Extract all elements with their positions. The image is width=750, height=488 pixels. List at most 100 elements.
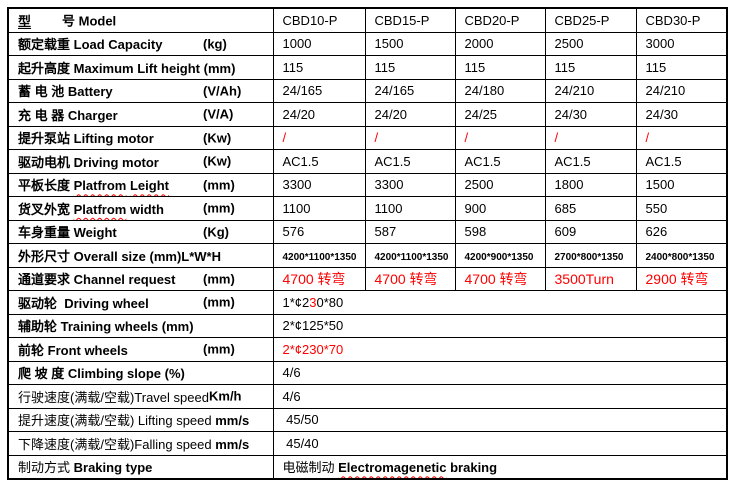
text-segment: 4700 转弯: [464, 270, 528, 287]
text-segment: Battery: [67, 84, 113, 100]
table-row-platform-width: 货叉外宽 Platfrom width (mm) 1100 1100 900 685 550: [7, 196, 728, 221]
row-label-overall-size: 外形尺寸 Overall size (mm)L*W*H: [7, 243, 274, 268]
cell-platform-length-CBD15-P: 3300: [364, 172, 456, 197]
cell-load-capacity-CBD30-P: 3000: [635, 31, 728, 56]
cell-channel-request-CBD20-P: 4700 转弯: [454, 266, 546, 291]
text-segment: Climbing slope (%): [67, 366, 185, 382]
table-row-max-lift-height: 起升高度 Maximum Lift height (mm) 115 115 115 11…: [7, 55, 728, 80]
text-segment: 车身重量: [18, 225, 74, 241]
text-segment: 1100: [374, 200, 403, 216]
text-segment: (kg): [203, 36, 227, 52]
cell-load-capacity-CBD15-P: 1500: [364, 31, 456, 56]
cell-climbing-slope-all-models: 4/6: [272, 360, 728, 385]
text-segment: 3300: [282, 177, 312, 193]
text-segment: (V/Ah): [203, 83, 242, 99]
text-segment: 行驶速度(满载/空载): [18, 389, 135, 405]
text-segment: 爬 坡 度: [18, 366, 68, 382]
text-segment: 115: [464, 59, 486, 75]
text-segment: Overall size (mm)L*W*H: [73, 248, 221, 264]
table-row-load-capacity: 额定载重 Load Capacity (kg) 1000 1500 2000 2500 30…: [7, 31, 728, 56]
cell-platform-width-CBD30-P: 550: [635, 196, 728, 221]
cell-channel-request-CBD30-P: 2900 转弯: [635, 266, 728, 291]
cell-lifting-speed-all-models: 45/50: [272, 407, 728, 432]
spec-table-body: 型 号 Model CBD10-P CBD15-P CBD20-P CBD25-P CBD3…: [7, 7, 728, 480]
text-segment: AC1.5: [282, 153, 319, 169]
text-segment: 额定载重: [18, 37, 74, 53]
text-segment: 587: [374, 224, 397, 240]
table-row-model: 型 号 Model CBD10-P CBD15-P CBD20-P CBD25-P CBD3…: [7, 7, 728, 33]
cell-overall-size-CBD25-P: 2700*800*1350: [544, 243, 637, 268]
text-segment: CBD15-P: [374, 12, 430, 28]
row-label-load-capacity: 额定载重 Load Capacity (kg): [7, 31, 274, 56]
text-segment: 前轮: [18, 342, 48, 358]
text-segment: Charger: [67, 107, 118, 123]
text-segment: 2000: [464, 36, 494, 52]
row-label-weight: 车身重量 Weight (Kg): [7, 219, 274, 244]
row-label-falling-speed: 下降速度(满载/空载)Falling speed mm/s: [7, 431, 274, 456]
cell-platform-length-CBD20-P: 2500: [454, 172, 546, 197]
text-segment: 1800: [554, 177, 584, 193]
text-segment: (mm): [203, 177, 235, 193]
text-segment: 2700*800*1350: [554, 251, 624, 263]
text-segment: Front wheels: [47, 342, 128, 358]
text-segment: 24/20: [282, 106, 316, 122]
text-segment: 3: [309, 294, 317, 310]
text-segment: 1000: [282, 36, 312, 52]
text-segment: 下降速度(满载/空载): [18, 436, 135, 452]
text-segment: Km/h: [209, 388, 242, 404]
text-segment: (mm): [203, 294, 235, 310]
text-segment: 平板长度: [18, 178, 74, 194]
cell-battery-CBD25-P: 24/210: [544, 78, 637, 103]
text-segment: (Kg): [203, 224, 229, 240]
text-segment: 1500: [374, 36, 404, 52]
cell-charger-CBD10-P: 24/20: [272, 102, 366, 127]
text-segment: (Kw): [203, 153, 232, 169]
table-row-lifting-motor: 提升泵站 Lifting motor (Kw) / / / / /: [7, 125, 728, 150]
text-segment: 充 电 器: [18, 107, 68, 123]
text-segment: 576: [282, 224, 305, 240]
cell-weight-CBD20-P: 598: [454, 219, 546, 244]
cell-driving-motor-CBD30-P: AC1.5: [635, 149, 728, 174]
table-row-platform-length: 平板长度 Platfrom Leight (mm) 3300 3300 2500 1800…: [7, 172, 728, 197]
cell-max-lift-height-CBD30-P: 115: [635, 55, 728, 80]
cell-weight-CBD25-P: 609: [544, 219, 637, 244]
text-segment: 24/30: [554, 106, 588, 122]
text-segment: 2900 转弯: [645, 270, 709, 287]
text-segment: 电磁制动: [282, 460, 339, 476]
text-segment: CBD10-P: [282, 12, 338, 28]
spec-table: 型 号 Model CBD10-P CBD15-P CBD20-P CBD25-P CBD3…: [7, 7, 728, 480]
text-segment: Maximum Lift height (mm): [73, 60, 236, 76]
row-label-front-wheels: 前轮 Front wheels (mm): [7, 337, 274, 362]
text-segment: Travel speed: [134, 389, 209, 405]
row-label-driving-motor: 驱动电机 Driving motor (Kw): [7, 149, 274, 174]
cell-charger-CBD25-P: 24/30: [544, 102, 637, 127]
text-segment: 115: [374, 59, 396, 75]
text-segment: Leight: [129, 178, 169, 194]
text-segment: 2400*800*1350: [645, 251, 715, 263]
cell-overall-size-CBD20-P: 4200*900*1350: [454, 243, 546, 268]
text-segment: 115: [645, 59, 667, 75]
cell-driving-wheel-all-models: 1*¢230*80: [272, 290, 728, 315]
table-row-battery: 蓄 电 池 Battery (V/Ah) 24/165 24/165 24/180 24/…: [7, 78, 728, 103]
text-segment: 型: [18, 13, 32, 29]
row-label-max-lift-height: 起升高度 Maximum Lift height (mm): [7, 55, 274, 80]
row-label-climbing-slope: 爬 坡 度 Climbing slope (%): [7, 360, 274, 385]
text-segment: 提升速度(满载/空载): [18, 413, 138, 429]
text-segment: 4200*900*1350: [464, 251, 534, 263]
cell-driving-motor-CBD10-P: AC1.5: [272, 149, 366, 174]
text-segment: 2500: [464, 177, 494, 193]
cell-lifting-motor-CBD20-P: /: [454, 125, 546, 150]
row-label-training-wheels: 辅助轮 Training wheels (mm): [7, 313, 274, 338]
row-label-platform-length: 平板长度 Platfrom Leight (mm): [7, 172, 274, 197]
cell-max-lift-height-CBD20-P: 115: [454, 55, 546, 80]
cell-lifting-motor-CBD10-P: /: [272, 125, 366, 150]
text-segment: 626: [645, 224, 668, 240]
text-segment: 115: [554, 59, 576, 75]
text-segment: (Kw): [203, 130, 232, 146]
text-segment: /: [374, 130, 379, 146]
text-segment: 通道要求: [18, 272, 74, 288]
text-segment: 24/165: [374, 83, 415, 99]
text-segment: 45/50: [282, 412, 319, 428]
cell-platform-width-CBD25-P: 685: [544, 196, 637, 221]
